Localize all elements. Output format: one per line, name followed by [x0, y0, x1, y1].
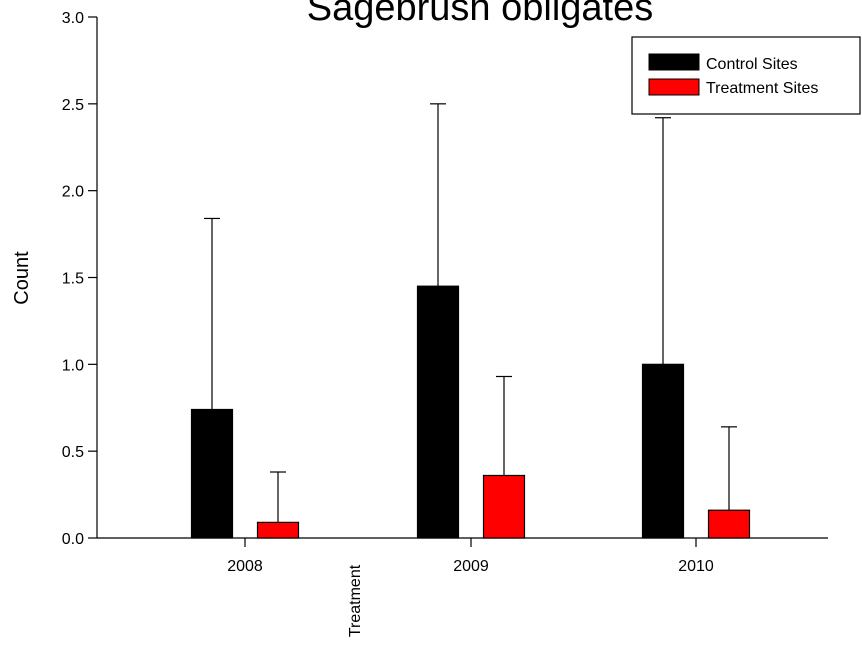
legend-label-treatment: Treatment Sites	[706, 80, 818, 97]
x-tick-label: 2009	[453, 558, 489, 575]
y-tick-label: 0.5	[62, 444, 84, 461]
bar-control-2009	[416, 285, 460, 539]
y-tick-label: 0.0	[62, 531, 84, 548]
y-axis-label: Count	[11, 251, 33, 305]
bars	[190, 285, 751, 539]
x-tick-label: 2010	[678, 558, 714, 575]
bar-treatment-2009	[482, 474, 526, 539]
legend: Control Sites Treatment Sites	[631, 36, 861, 115]
y-tick-label: 1.0	[62, 357, 84, 374]
bar-control-2010	[641, 363, 685, 539]
treatment-annotation: Treatment	[347, 564, 364, 637]
y-ticks: 0.0 0.5 1.0 1.5 2.0 2.5 3.0	[62, 10, 97, 548]
legend-label-control: Control Sites	[706, 56, 798, 73]
y-tick-label: 1.5	[62, 271, 84, 288]
legend-swatch-treatment	[648, 78, 700, 96]
x-tick-label: 2008	[227, 558, 263, 575]
bar-treatment-2010	[707, 509, 751, 539]
bar-treatment-2008	[256, 521, 300, 539]
y-tick-label: 3.0	[62, 10, 84, 27]
legend-swatch-control	[648, 53, 700, 71]
y-tick-label: 2.5	[62, 97, 84, 114]
bar-control-2008	[190, 408, 234, 539]
y-tick-label: 2.0	[62, 184, 84, 201]
chart-title: Sagebrush obligates	[307, 0, 653, 29]
x-ticks: 2008 2009 2010	[227, 538, 714, 575]
legend-box	[631, 36, 861, 115]
error-bars	[204, 103, 737, 523]
